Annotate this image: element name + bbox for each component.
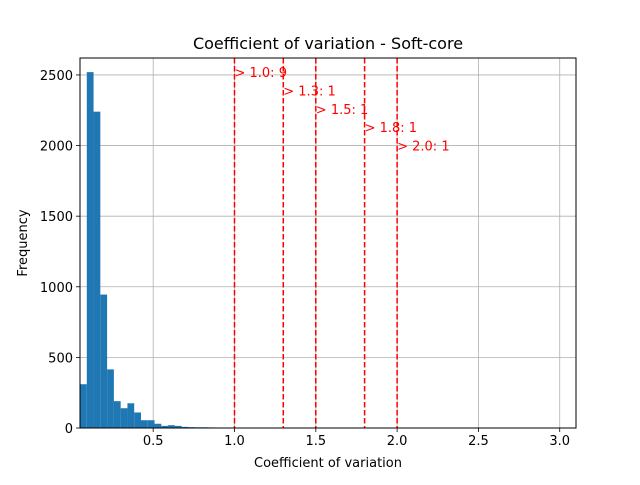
histogram-bar [100, 295, 107, 428]
y-tick-label: 500 [48, 351, 73, 366]
histogram-bar [134, 412, 141, 428]
histogram-bar [121, 408, 128, 428]
y-tick-label: 2000 [40, 140, 73, 155]
threshold-label: > 1.8: 1 [365, 121, 417, 136]
x-tick-label: 1.5 [305, 434, 326, 449]
x-tick-label: 1.0 [224, 434, 245, 449]
histogram-bar [87, 72, 94, 428]
x-tick-label: 2.5 [468, 434, 489, 449]
y-tick-label: 0 [65, 422, 73, 437]
histogram-bar [114, 401, 121, 428]
histogram-bar [107, 369, 114, 428]
y-axis-label: Frequency [16, 209, 31, 276]
histogram-bar [155, 424, 162, 428]
x-tick-label: 0.5 [143, 434, 164, 449]
x-axis-label: Coefficient of variation [254, 456, 402, 471]
histogram-bar [141, 420, 148, 428]
x-tick-label: 2.0 [387, 434, 408, 449]
threshold-label: > 1.5: 1 [316, 103, 368, 118]
histogram-bar [94, 112, 101, 428]
y-tick-label: 1500 [40, 210, 73, 225]
threshold-label: > 2.0: 1 [397, 140, 449, 155]
histogram-bar [127, 403, 134, 428]
x-tick-label: 3.0 [549, 434, 570, 449]
y-tick-label: 2500 [40, 69, 73, 84]
chart-title: Coefficient of variation - Soft-core [193, 34, 463, 53]
threshold-label: > 1.3: 1 [283, 84, 335, 99]
histogram-bar [148, 420, 155, 428]
histogram-bar [80, 384, 87, 428]
threshold-label: > 1.0: 9 [234, 66, 286, 81]
y-tick-label: 1000 [40, 281, 73, 296]
